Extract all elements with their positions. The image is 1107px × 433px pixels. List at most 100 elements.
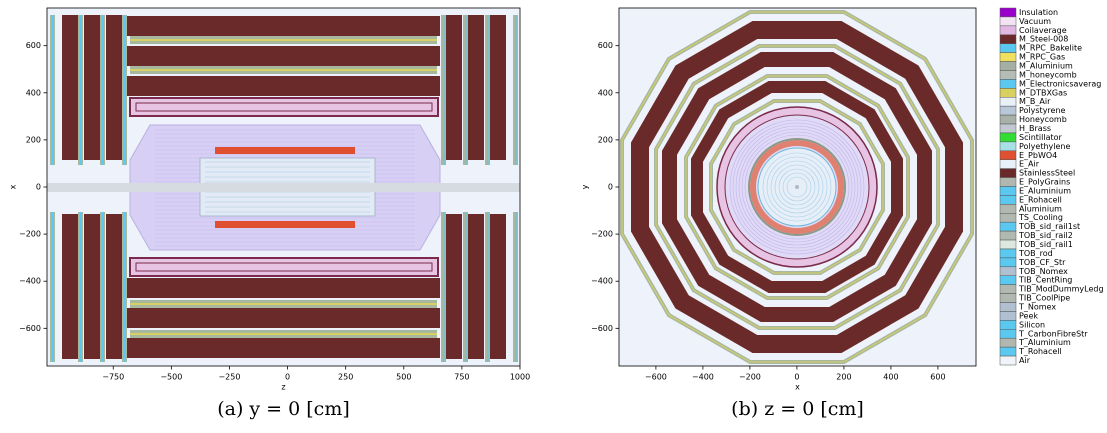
caption: (a) y = 0 [cm] (217, 398, 350, 420)
legend-label: E_PbWO4 (1019, 151, 1057, 160)
legend-label: TOB_CF_Str (1018, 258, 1066, 267)
endcap-gas (487, 212, 489, 362)
endcap-disk (446, 214, 462, 359)
legend-label: M_Electronicsaverag (1019, 79, 1101, 88)
legend-label: H_Brass (1019, 124, 1051, 133)
legend-swatch (999, 114, 1017, 125)
legend-swatch (999, 239, 1017, 250)
legend-label: E_Air (1019, 160, 1040, 169)
legend-swatch (999, 132, 1017, 143)
legend-label: TIB_CoolPipe (1018, 294, 1070, 303)
x-tick-label: 0 (285, 373, 290, 382)
legend-label: E_Aluminium (1019, 186, 1071, 195)
legend-label: Polyethylene (1019, 142, 1070, 151)
legend-label: TIB_CentRing (1018, 276, 1072, 285)
endcap-disk (490, 214, 506, 359)
legend-swatch (999, 168, 1017, 178)
caption: (b) z = 0 [cm] (731, 398, 864, 420)
legend-label: Peek (1019, 311, 1038, 320)
legend-swatch (999, 34, 1017, 44)
legend-swatch (999, 275, 1017, 285)
legend-label: TOB_Nomex (1018, 267, 1068, 276)
legend-swatch (999, 284, 1017, 294)
x-tick-label: −250 (218, 373, 240, 382)
legend-swatch (999, 337, 1017, 348)
x-tick-label: 750 (454, 373, 469, 382)
legend-label: Air (1019, 356, 1031, 365)
endcap-disk (62, 15, 78, 160)
endcap-gas (515, 212, 517, 362)
legend-label: T_Nomex (1018, 302, 1056, 311)
x-tick-label: −600 (645, 373, 667, 382)
legend-swatch (999, 25, 1017, 36)
endcap-disk (468, 214, 484, 359)
chamber-gas (130, 39, 437, 41)
y-tick-label: 400 (26, 88, 41, 97)
legend-label: TS_Cooling (1018, 213, 1063, 222)
legend-swatch (999, 70, 1017, 80)
legend-swatch (999, 88, 1017, 98)
y-tick-label: −200 (19, 230, 41, 239)
endcap-disk (84, 15, 100, 160)
endcap-gas (52, 212, 54, 362)
x-tick-label: −500 (160, 373, 182, 382)
legend-label: Coilaverage (1019, 26, 1067, 35)
legend-label: M_DTBXGas (1019, 88, 1067, 97)
legend-swatch (999, 79, 1017, 89)
legend-swatch (999, 186, 1017, 196)
legend-label: Honeycomb (1019, 115, 1067, 124)
legend-label: Aluminium (1019, 204, 1062, 213)
y-tick-label: −400 (19, 277, 41, 286)
y-axis-label: y (581, 184, 590, 189)
hcal-layer (741, 131, 853, 243)
x-tick-label: 500 (396, 373, 411, 382)
x-tick-label: 400 (883, 373, 898, 382)
endcap-gas (465, 15, 467, 165)
endcap-gas (443, 15, 445, 165)
legend-label: TOB_rod (1018, 249, 1053, 258)
legend-swatch (999, 195, 1017, 205)
steel-slab (127, 46, 440, 66)
legend-label: Silicon (1019, 320, 1045, 329)
panel: −750 −500 −250 0 250 500 750 1000 −600 −400 −200 0 2… (9, 7, 530, 420)
endcap-disk (446, 15, 462, 160)
endcap-gas (102, 212, 104, 362)
hcal-layer (738, 128, 856, 246)
endcap-gas (465, 212, 467, 362)
coil-inner (135, 102, 433, 112)
legend-label: M_B_Air (1019, 97, 1051, 106)
legend-swatch (999, 159, 1017, 169)
ecal (750, 140, 844, 234)
ecal (215, 147, 355, 154)
endcap-disk (106, 15, 122, 160)
legend-swatch (999, 213, 1017, 223)
endcap-gas (52, 15, 54, 165)
y-tick-label: 0 (36, 183, 41, 192)
endcap-gas (487, 15, 489, 165)
endcap-gas (102, 15, 104, 165)
beam-pipe (47, 183, 520, 192)
legend-label: M_RPC_Gas (1019, 53, 1065, 62)
legend-swatch (999, 293, 1017, 303)
legend-swatch (999, 329, 1017, 339)
legend-label: Vacuum (1019, 17, 1051, 26)
endcap-gas (80, 15, 82, 165)
legend: InsulationVacuumCoilaverageM_Steel-008M_… (999, 7, 1104, 366)
steel-slab (127, 76, 440, 96)
endcap-gas (124, 212, 126, 362)
legend-swatch (999, 266, 1017, 277)
legend-swatch (999, 311, 1017, 321)
legend-swatch (999, 177, 1017, 187)
ecal-frame (748, 138, 846, 236)
endcap-disk (106, 214, 122, 359)
tracker-layer (778, 168, 816, 206)
legend-label: TOB_sid_rail1 (1018, 240, 1073, 249)
legend-swatch (999, 320, 1017, 330)
endcap-disk (468, 15, 484, 160)
legend-swatch (999, 61, 1017, 71)
x-axis-label: z (281, 383, 285, 392)
x-tick-label: 0 (794, 373, 799, 382)
legend-label: TOB_sid_rail1st (1018, 222, 1080, 231)
steel-slab (127, 308, 440, 328)
